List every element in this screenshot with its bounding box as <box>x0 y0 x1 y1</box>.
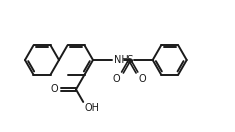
Text: NH: NH <box>114 55 129 65</box>
Text: O: O <box>139 74 147 84</box>
Text: S: S <box>126 55 133 65</box>
Text: O: O <box>50 84 58 94</box>
Text: OH: OH <box>84 103 99 113</box>
Text: O: O <box>113 74 121 84</box>
